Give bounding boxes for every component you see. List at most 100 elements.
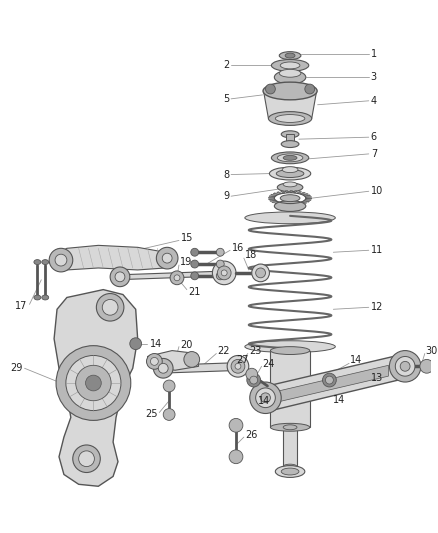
Polygon shape bbox=[273, 193, 279, 195]
Circle shape bbox=[250, 376, 258, 384]
Text: 29: 29 bbox=[10, 364, 23, 373]
Ellipse shape bbox=[276, 169, 304, 177]
Text: 23: 23 bbox=[249, 345, 261, 356]
Ellipse shape bbox=[272, 60, 309, 71]
Polygon shape bbox=[305, 197, 311, 198]
Circle shape bbox=[76, 365, 111, 401]
Polygon shape bbox=[281, 191, 285, 193]
Circle shape bbox=[246, 368, 258, 380]
Text: 14: 14 bbox=[350, 356, 362, 366]
Circle shape bbox=[265, 84, 276, 94]
Bar bbox=[286, 134, 294, 144]
Ellipse shape bbox=[282, 167, 298, 173]
Polygon shape bbox=[261, 357, 413, 409]
Polygon shape bbox=[276, 192, 282, 194]
Polygon shape bbox=[306, 198, 312, 199]
Circle shape bbox=[191, 248, 198, 256]
Ellipse shape bbox=[263, 82, 317, 100]
Ellipse shape bbox=[283, 156, 297, 160]
Circle shape bbox=[156, 247, 178, 269]
Text: 27: 27 bbox=[236, 356, 248, 366]
Circle shape bbox=[174, 275, 180, 281]
Circle shape bbox=[184, 352, 200, 367]
Circle shape bbox=[162, 253, 172, 263]
Circle shape bbox=[73, 445, 100, 473]
Ellipse shape bbox=[274, 70, 306, 84]
Ellipse shape bbox=[276, 115, 305, 123]
Ellipse shape bbox=[272, 152, 309, 164]
Text: 6: 6 bbox=[371, 132, 377, 142]
Polygon shape bbox=[270, 200, 276, 201]
Circle shape bbox=[163, 380, 175, 392]
Circle shape bbox=[55, 254, 67, 266]
Circle shape bbox=[396, 357, 415, 376]
Text: 24: 24 bbox=[262, 359, 275, 369]
Ellipse shape bbox=[277, 183, 303, 192]
Polygon shape bbox=[269, 196, 275, 197]
Circle shape bbox=[191, 260, 198, 268]
Polygon shape bbox=[304, 195, 311, 196]
Circle shape bbox=[229, 450, 243, 464]
Ellipse shape bbox=[277, 154, 303, 162]
Text: 1: 1 bbox=[371, 49, 377, 59]
Circle shape bbox=[79, 451, 95, 466]
Circle shape bbox=[217, 266, 231, 280]
Polygon shape bbox=[283, 204, 286, 206]
Text: 11: 11 bbox=[371, 245, 383, 255]
Ellipse shape bbox=[270, 423, 310, 431]
Ellipse shape bbox=[283, 182, 297, 187]
Polygon shape bbox=[293, 191, 297, 193]
Text: 7: 7 bbox=[371, 149, 377, 159]
Text: 19: 19 bbox=[180, 257, 192, 267]
Ellipse shape bbox=[279, 69, 301, 77]
Polygon shape bbox=[54, 289, 138, 486]
Circle shape bbox=[221, 270, 227, 276]
Text: 13: 13 bbox=[371, 373, 383, 383]
Ellipse shape bbox=[270, 346, 310, 354]
Text: 30: 30 bbox=[426, 345, 438, 356]
Ellipse shape bbox=[279, 52, 301, 60]
Text: 4: 4 bbox=[371, 96, 377, 106]
Polygon shape bbox=[292, 204, 295, 206]
Polygon shape bbox=[279, 203, 283, 205]
Ellipse shape bbox=[42, 260, 49, 264]
Ellipse shape bbox=[274, 200, 306, 212]
Polygon shape bbox=[302, 193, 308, 195]
Ellipse shape bbox=[269, 167, 311, 180]
Polygon shape bbox=[268, 197, 275, 198]
Circle shape bbox=[256, 388, 276, 408]
Polygon shape bbox=[116, 271, 228, 280]
Ellipse shape bbox=[276, 466, 305, 478]
Ellipse shape bbox=[42, 295, 49, 300]
Circle shape bbox=[56, 346, 131, 421]
Circle shape bbox=[85, 375, 101, 391]
Text: 22: 22 bbox=[217, 345, 230, 356]
Circle shape bbox=[229, 418, 243, 432]
Circle shape bbox=[110, 267, 130, 287]
Text: 5: 5 bbox=[223, 94, 229, 104]
Circle shape bbox=[216, 248, 224, 256]
Text: 14: 14 bbox=[333, 395, 346, 405]
Circle shape bbox=[49, 248, 73, 272]
Circle shape bbox=[216, 272, 224, 280]
Ellipse shape bbox=[283, 464, 297, 469]
Circle shape bbox=[216, 260, 224, 268]
Circle shape bbox=[261, 393, 270, 403]
Text: 12: 12 bbox=[371, 302, 383, 312]
Polygon shape bbox=[298, 203, 304, 205]
Text: 14: 14 bbox=[149, 338, 162, 349]
Polygon shape bbox=[272, 201, 278, 203]
Circle shape bbox=[227, 356, 249, 377]
Text: 10: 10 bbox=[371, 186, 383, 196]
Circle shape bbox=[191, 272, 198, 280]
Circle shape bbox=[158, 364, 168, 373]
Circle shape bbox=[247, 373, 261, 387]
Ellipse shape bbox=[280, 62, 300, 69]
Polygon shape bbox=[268, 199, 275, 200]
Circle shape bbox=[130, 338, 141, 350]
Polygon shape bbox=[297, 191, 302, 193]
Polygon shape bbox=[300, 192, 305, 194]
Circle shape bbox=[153, 358, 173, 378]
Circle shape bbox=[115, 272, 125, 282]
Ellipse shape bbox=[34, 295, 41, 300]
